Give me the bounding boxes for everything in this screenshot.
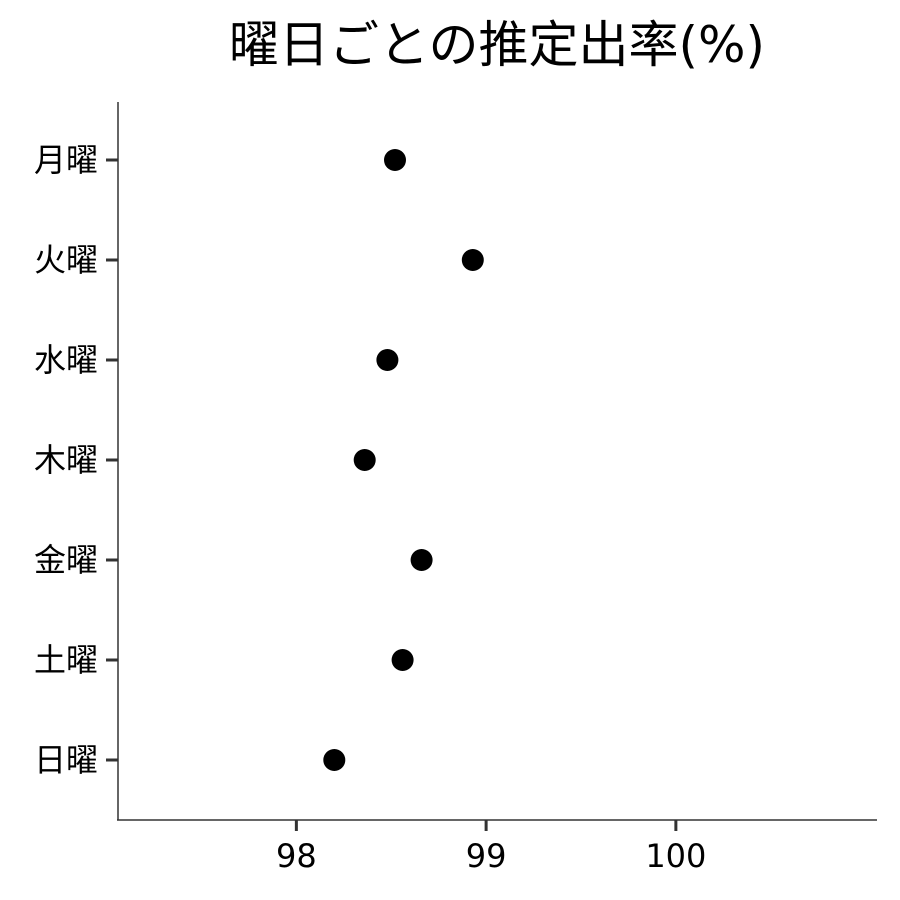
y-tick-label: 金曜	[34, 541, 98, 579]
y-tick-label: 木曜	[34, 441, 98, 479]
data-point	[461, 249, 484, 271]
y-tick-label: 土曜	[34, 641, 98, 679]
x-tick-label: 100	[645, 837, 706, 875]
data-point	[353, 449, 376, 471]
data-point	[376, 349, 399, 371]
x-tick-label: 98	[276, 837, 317, 875]
chart-title: 曜日ごとの推定出率(%)	[229, 16, 765, 74]
y-tick-label: 月曜	[34, 141, 98, 179]
data-point	[410, 549, 433, 571]
data-point	[391, 649, 414, 671]
x-tick-label: 99	[466, 837, 507, 875]
x-axis: 98 99 100	[276, 820, 706, 875]
y-tick-label: 日曜	[34, 741, 98, 779]
data-point	[384, 149, 406, 171]
data-point	[323, 749, 346, 771]
y-tick-label: 水曜	[34, 341, 98, 379]
data-points	[323, 149, 484, 771]
y-tick-label: 火曜	[34, 241, 98, 279]
